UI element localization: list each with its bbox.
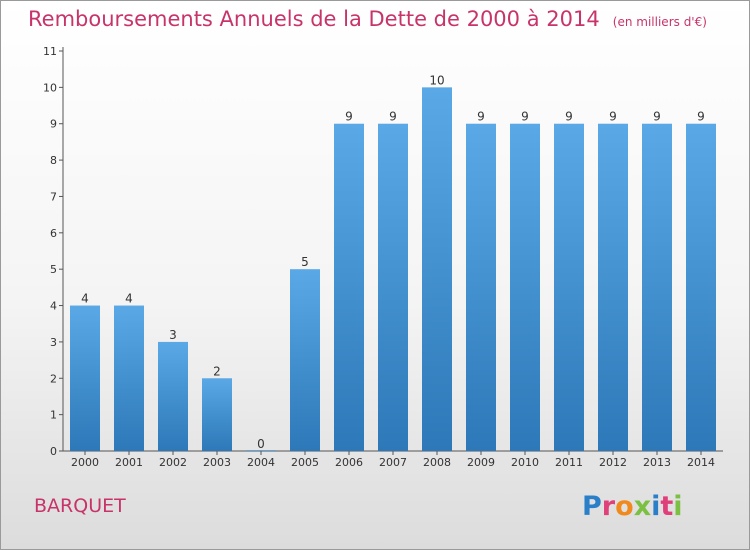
x-tick-label: 2010 bbox=[511, 456, 539, 469]
y-tick-label: 9 bbox=[50, 118, 57, 131]
y-tick-label: 6 bbox=[50, 227, 57, 240]
value-label: 9 bbox=[653, 110, 661, 124]
value-label: 4 bbox=[81, 292, 89, 306]
x-tick-label: 2005 bbox=[291, 456, 319, 469]
bar-2007 bbox=[378, 123, 408, 452]
value-label: 4 bbox=[125, 292, 133, 306]
chart-title-row: Remboursements Annuels de la Dette de 20… bbox=[28, 7, 707, 31]
value-label: 10 bbox=[429, 73, 444, 87]
bar-2004 bbox=[246, 450, 276, 451]
y-tick-label: 8 bbox=[50, 154, 57, 167]
bar-2005 bbox=[290, 269, 320, 451]
bar-2000 bbox=[70, 305, 100, 451]
bar-2012 bbox=[598, 123, 628, 452]
y-tick-label: 1 bbox=[50, 409, 57, 422]
value-label: 9 bbox=[345, 110, 353, 124]
bar-2010 bbox=[510, 123, 540, 452]
bar-2006 bbox=[334, 123, 364, 452]
chart-subtitle: (en milliers d'€) bbox=[612, 15, 707, 29]
value-label: 5 bbox=[301, 255, 309, 269]
x-tick-label: 2000 bbox=[71, 456, 99, 469]
x-tick-label: 2013 bbox=[643, 456, 671, 469]
y-tick-label: 2 bbox=[50, 372, 57, 385]
bar-2013 bbox=[642, 123, 672, 452]
bar-2014 bbox=[686, 123, 716, 452]
logo-letter: t bbox=[660, 491, 674, 522]
logo-letter: x bbox=[633, 491, 652, 522]
value-label: 9 bbox=[521, 110, 529, 124]
y-tick-label: 7 bbox=[50, 190, 57, 203]
bar-2001 bbox=[114, 305, 144, 451]
x-tick-label: 2002 bbox=[159, 456, 187, 469]
y-tick-label: 0 bbox=[50, 445, 57, 458]
y-tick-label: 3 bbox=[50, 336, 57, 349]
value-label: 2 bbox=[213, 364, 221, 378]
x-tick-label: 2006 bbox=[335, 456, 363, 469]
value-label: 9 bbox=[477, 110, 485, 124]
x-tick-label: 2007 bbox=[379, 456, 407, 469]
x-tick-label: 2004 bbox=[247, 456, 275, 469]
x-tick-label: 2012 bbox=[599, 456, 627, 469]
chart-bars bbox=[70, 87, 716, 452]
value-label: 0 bbox=[257, 437, 265, 451]
x-tick-label: 2009 bbox=[467, 456, 495, 469]
value-label: 9 bbox=[389, 110, 397, 124]
y-tick-label: 5 bbox=[50, 263, 57, 276]
value-label: 3 bbox=[169, 328, 177, 342]
chart-title: Remboursements Annuels de la Dette de 20… bbox=[28, 7, 600, 31]
logo-letter: o bbox=[615, 491, 634, 522]
x-tick-label: 2003 bbox=[203, 456, 231, 469]
logo-letter: r bbox=[601, 491, 616, 522]
logo-letter: i bbox=[651, 491, 661, 522]
y-tick-label: 11 bbox=[43, 45, 57, 58]
bar-2011 bbox=[554, 123, 584, 452]
x-tick-label: 2014 bbox=[687, 456, 715, 469]
bar-2008 bbox=[422, 87, 452, 451]
chart-labels: 2000 4 2001 4 2002 3 2003 2 2004 0 2005 5 2006 9 2007 9… bbox=[71, 73, 715, 469]
x-tick-label: 2008 bbox=[423, 456, 451, 469]
bar-2009 bbox=[466, 123, 496, 452]
bar-2002 bbox=[158, 341, 188, 451]
value-label: 9 bbox=[565, 110, 573, 124]
value-label: 9 bbox=[697, 110, 705, 124]
logo-letter: P bbox=[582, 491, 602, 522]
y-tick-label: 4 bbox=[50, 300, 57, 313]
commune-name: BARQUET bbox=[34, 495, 126, 517]
x-tick-label: 2001 bbox=[115, 456, 143, 469]
value-label: 9 bbox=[609, 110, 617, 124]
proxiti-logo[interactable]: Proxiti bbox=[582, 491, 683, 522]
logo-letter: i bbox=[673, 491, 683, 522]
x-tick-label: 2011 bbox=[555, 456, 583, 469]
y-tick-label: 10 bbox=[43, 81, 57, 94]
bar-2003 bbox=[202, 378, 232, 451]
